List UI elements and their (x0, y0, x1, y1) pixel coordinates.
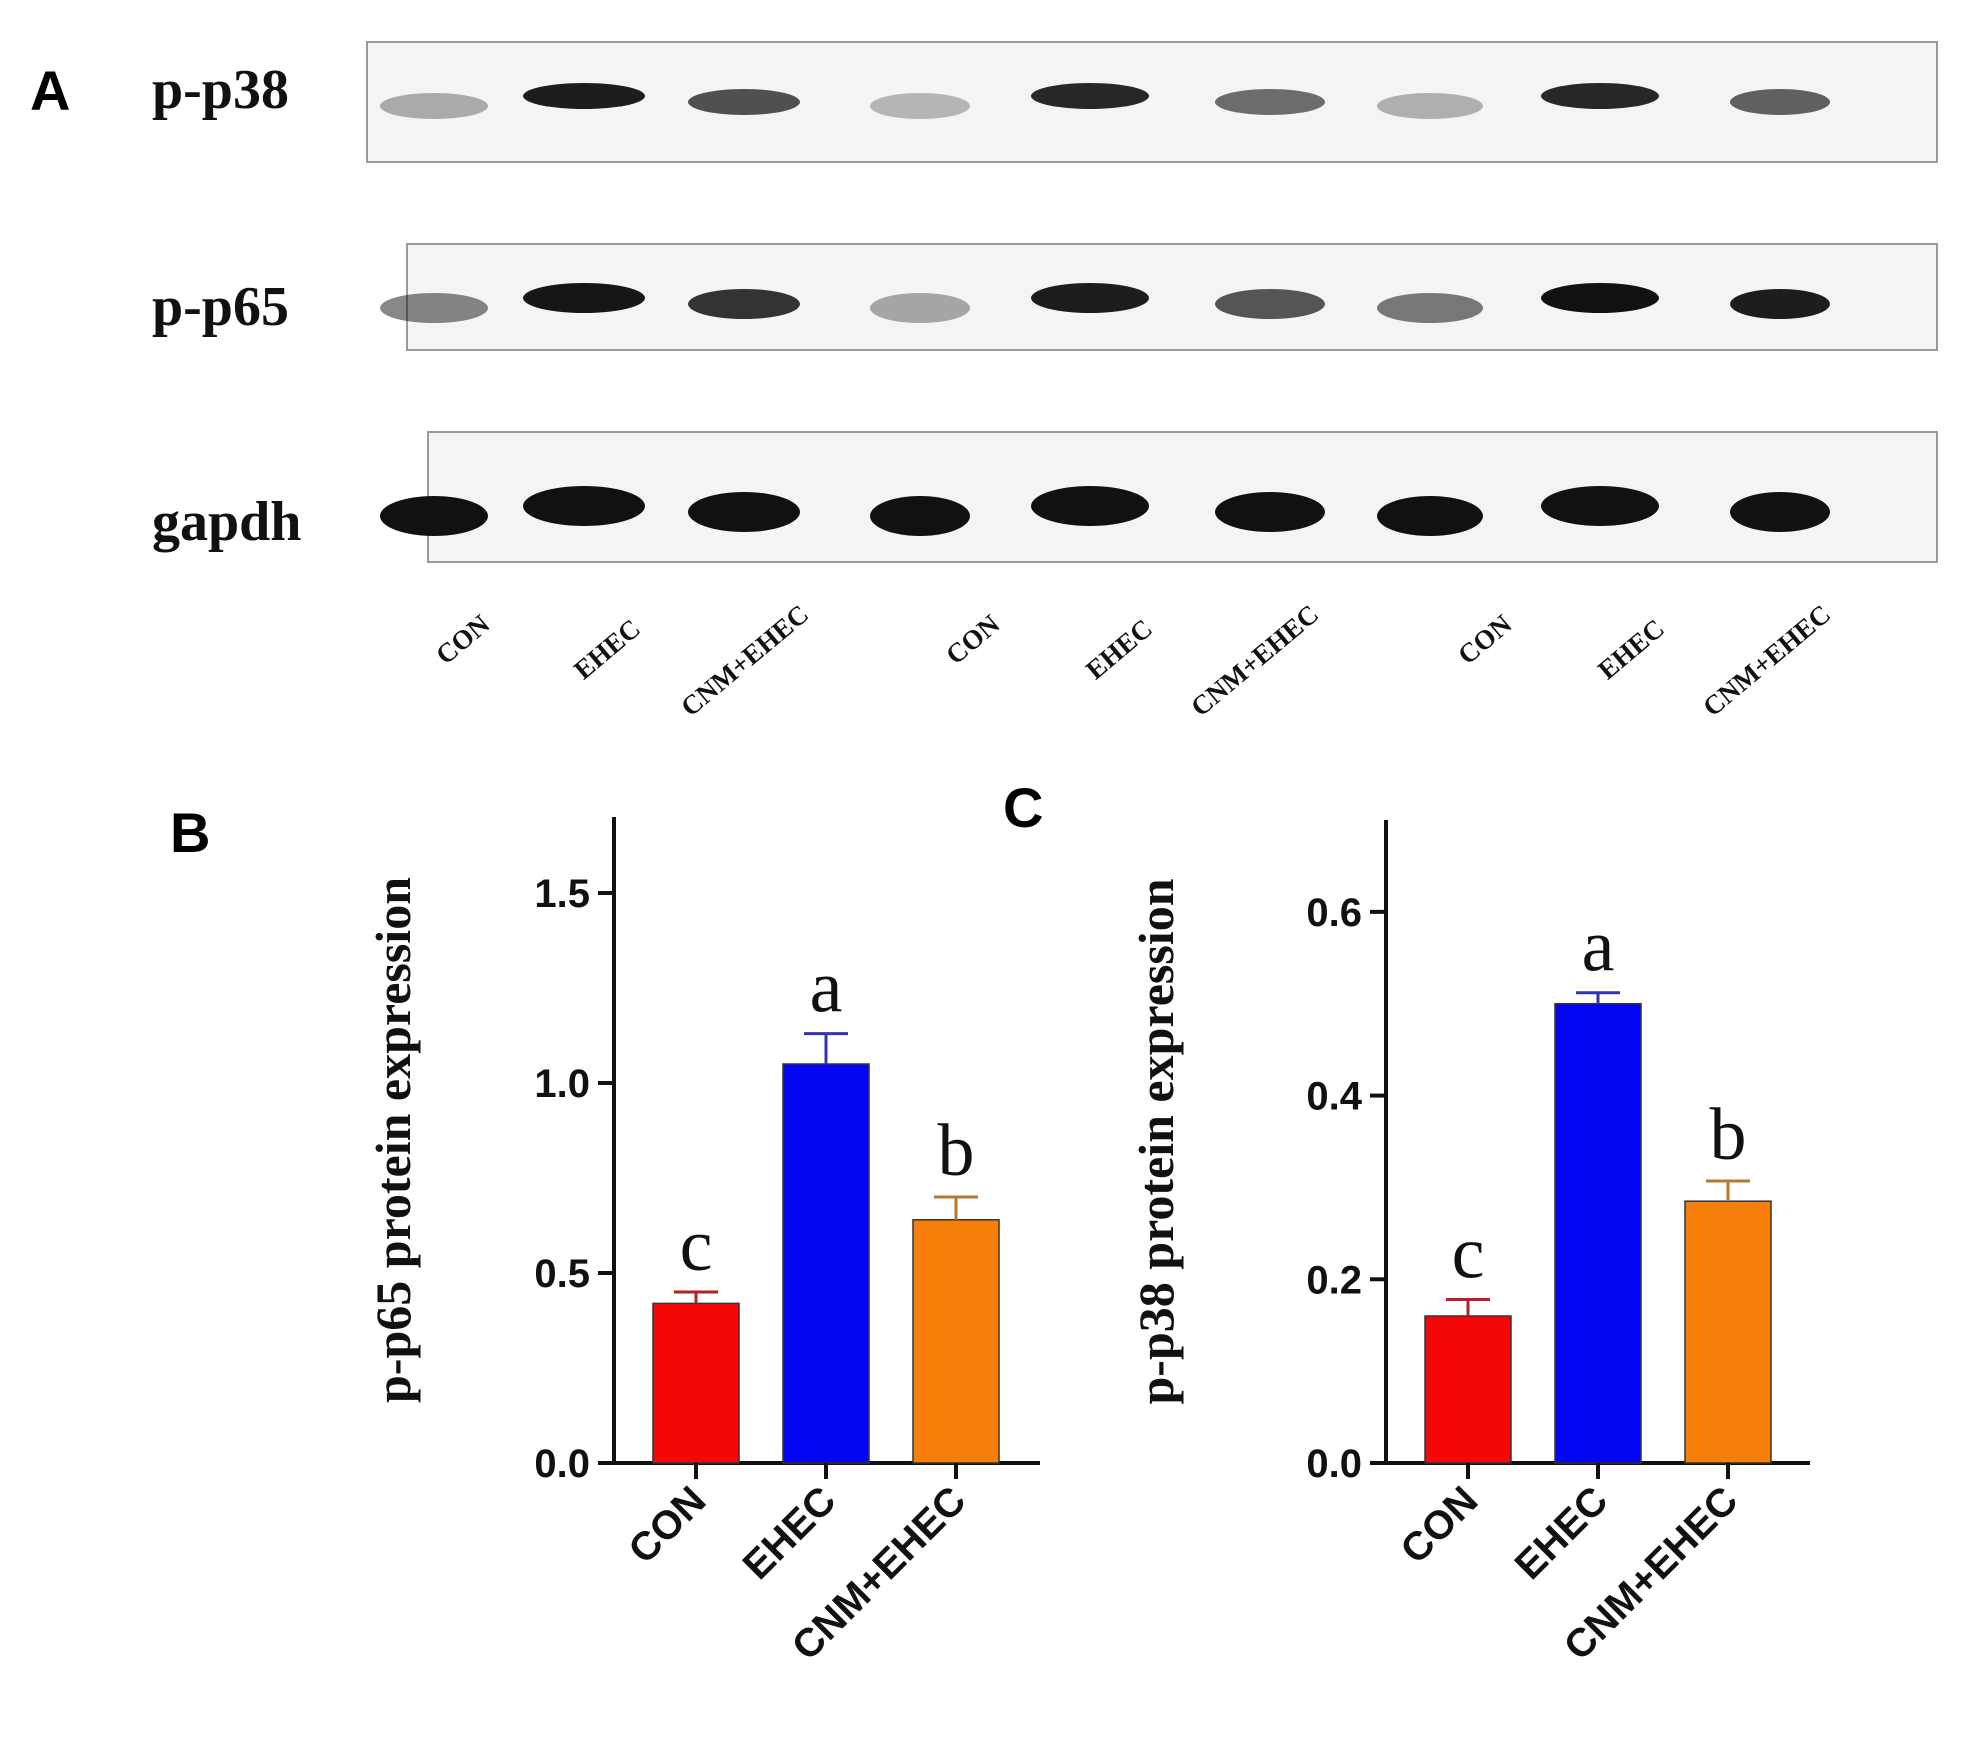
blot-band (688, 89, 800, 115)
blot-band (688, 289, 800, 319)
blot-band (523, 486, 645, 526)
blot-frame-p-p65 (406, 243, 1938, 351)
blot-band (1031, 283, 1149, 313)
significance-label: a (1582, 906, 1615, 988)
blot-label-gapdh: gapdh (152, 491, 302, 553)
blot-band (1377, 293, 1483, 323)
blot-band (1730, 289, 1830, 319)
blot-band (1215, 289, 1325, 319)
blot-band (870, 293, 970, 323)
y-axis-label: p-p65 protein expression (365, 877, 421, 1403)
panel-letter-b: B (170, 801, 211, 864)
panel-letter-a: A (30, 59, 71, 122)
panel-letter-c: C (1003, 776, 1044, 839)
y-tick-label: 1.5 (534, 872, 590, 916)
y-tick-label: 1.0 (534, 1062, 590, 1106)
y-tick-label: 0.6 (1306, 891, 1362, 935)
y-tick-label: 0.2 (1306, 1258, 1362, 1302)
blot-band (380, 293, 488, 323)
y-tick-label: 0.4 (1306, 1075, 1362, 1119)
y-tick-label: 0.0 (1306, 1442, 1362, 1486)
bar (1424, 1315, 1512, 1464)
blot-band (1541, 83, 1659, 109)
blot-band (1541, 283, 1659, 313)
significance-label: b (1710, 1094, 1747, 1176)
blot-label-p-p38: p-p38 (152, 59, 289, 121)
blot-band (870, 93, 970, 119)
blot-band (1031, 83, 1149, 109)
blot-band (1377, 496, 1483, 536)
blot-band (1377, 93, 1483, 119)
x-tick-label: EHEC (1507, 1478, 1617, 1588)
significance-label: a (810, 947, 843, 1029)
significance-label: c (680, 1205, 713, 1287)
blot-frame-gapdh (427, 431, 1938, 563)
blot-band (688, 492, 800, 532)
y-axis-label: p-p38 protein expression (1128, 878, 1184, 1404)
blot-band (1031, 486, 1149, 526)
blot-band (523, 83, 645, 109)
blot-band (523, 283, 645, 313)
bar (782, 1063, 870, 1464)
bar (1554, 1002, 1642, 1464)
blot-band (1541, 486, 1659, 526)
y-tick-label: 0.5 (534, 1252, 590, 1296)
blot-band (870, 496, 970, 536)
bar (912, 1219, 1000, 1464)
x-tick-label: CNM+EHEC (784, 1478, 975, 1669)
x-tick-label: CON (1392, 1478, 1486, 1572)
blot-band (1730, 492, 1830, 532)
x-tick-label: CNM+EHEC (1556, 1478, 1747, 1669)
x-tick-label: EHEC (735, 1478, 845, 1588)
bar (652, 1302, 740, 1464)
blot-band (1215, 492, 1325, 532)
bar (1684, 1200, 1772, 1464)
blot-label-p-p65: p-p65 (152, 276, 289, 338)
x-tick-label: CON (620, 1478, 714, 1572)
blot-band (380, 496, 488, 536)
significance-label: b (938, 1110, 975, 1192)
blot-band (1730, 89, 1830, 115)
y-tick-label: 0.0 (534, 1442, 590, 1486)
blot-band (1215, 89, 1325, 115)
significance-label: c (1452, 1212, 1485, 1294)
blot-band (380, 93, 488, 119)
western-blot (366, 41, 1938, 563)
